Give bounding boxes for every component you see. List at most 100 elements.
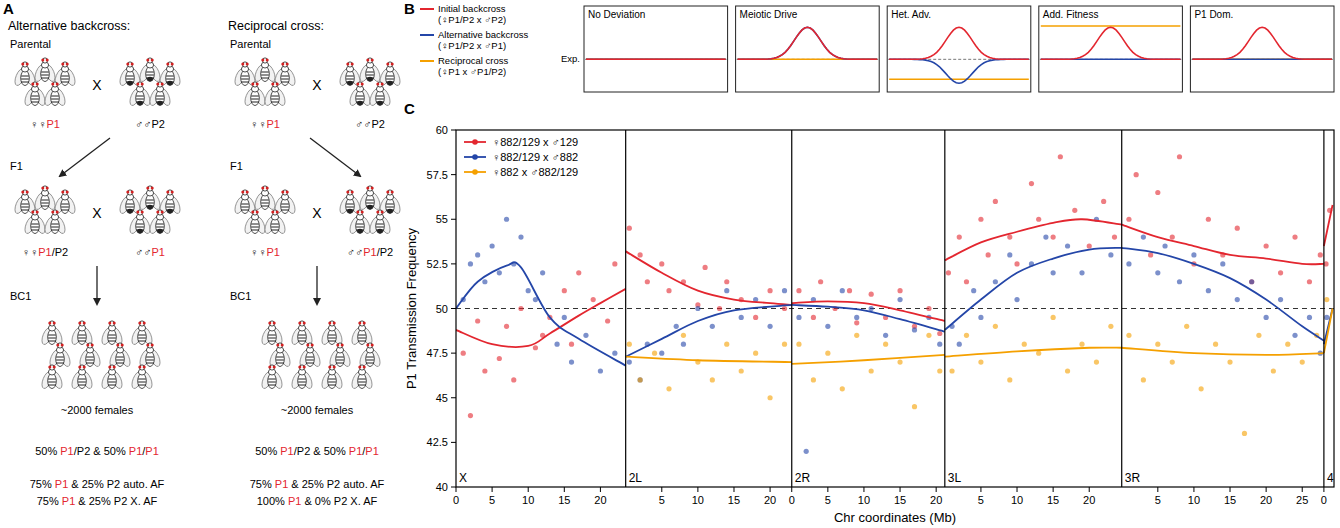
data-point	[1155, 342, 1160, 347]
stripe	[126, 79, 134, 80]
abdomen	[56, 352, 65, 367]
data-point	[504, 217, 509, 222]
fly-icon	[118, 62, 142, 87]
fly-icon	[260, 365, 284, 390]
abdomen	[251, 91, 260, 106]
schematic-curve	[1041, 27, 1181, 59]
stripe	[358, 379, 366, 380]
data-point	[869, 306, 874, 311]
stripe	[358, 335, 366, 336]
x-tick-label: 20	[1083, 494, 1095, 506]
arm-separator	[1121, 130, 1122, 487]
stripe	[251, 99, 259, 100]
stripe	[271, 99, 279, 100]
stripe	[386, 207, 394, 208]
abdomen	[48, 330, 57, 345]
box-title: No Deviation	[588, 9, 645, 20]
stripe	[126, 207, 134, 208]
data-point	[638, 377, 643, 382]
summary-text: 50% P1/P2 & 50% P1/P1	[255, 445, 379, 457]
stripe	[336, 357, 344, 358]
data-point	[1079, 270, 1084, 275]
y-tick-label: 42.5	[427, 436, 448, 448]
data-point	[1014, 297, 1019, 302]
eye	[246, 63, 249, 66]
stripe	[306, 360, 314, 361]
schematic-curve	[586, 58, 726, 60]
eye	[328, 366, 331, 369]
data-point	[638, 377, 643, 382]
arrow	[316, 266, 317, 304]
eye	[246, 191, 249, 194]
abdomen	[31, 91, 40, 106]
cross-symbol: X	[312, 77, 322, 93]
stripe	[271, 230, 279, 231]
stripe	[116, 357, 124, 358]
fly-icon	[130, 321, 154, 346]
data-point	[912, 327, 917, 332]
data-point	[569, 342, 574, 347]
data-point	[912, 404, 917, 409]
eye	[156, 83, 159, 86]
data-point	[1126, 261, 1131, 266]
stripe	[261, 200, 269, 201]
stripe	[271, 102, 279, 103]
data-point	[1177, 279, 1182, 284]
eye	[48, 322, 51, 325]
eye	[311, 344, 314, 347]
abdomen-tip	[157, 229, 163, 233]
stripe	[241, 79, 249, 80]
data-point	[468, 413, 473, 418]
stripe	[21, 82, 29, 83]
x-tick-label: 25	[1296, 494, 1308, 506]
fly-icon	[298, 343, 322, 368]
eye	[306, 344, 309, 347]
legend-marker	[472, 169, 478, 175]
fit-line	[456, 262, 626, 365]
text-part: ♂♂	[135, 246, 152, 258]
x-tick-label: 5	[1155, 494, 1161, 506]
data-point	[767, 395, 772, 400]
data-point	[782, 342, 787, 347]
stripe	[41, 78, 49, 79]
data-point	[978, 315, 983, 320]
data-point	[1177, 154, 1182, 159]
data-point	[897, 288, 902, 293]
data-point	[978, 217, 983, 222]
eye	[286, 191, 289, 194]
data-point	[825, 324, 830, 329]
x-tick-label: 5	[489, 494, 495, 506]
eye	[78, 366, 81, 369]
eye	[53, 366, 56, 369]
data-point	[1134, 172, 1139, 177]
eye	[86, 344, 89, 347]
eye	[363, 322, 366, 325]
text-part: 75%	[250, 478, 275, 490]
y-tick	[451, 263, 456, 264]
x-tick	[661, 487, 662, 492]
data-point	[767, 288, 772, 293]
abdomen	[271, 219, 280, 234]
arrow	[310, 138, 360, 176]
text-part: ♀♀	[22, 246, 39, 258]
y-tick	[451, 442, 456, 443]
arrow	[96, 266, 97, 304]
schematic-box: P1 Dom.	[1190, 6, 1334, 92]
data-point	[854, 315, 859, 320]
data-point	[1043, 235, 1048, 240]
x-tick	[1157, 487, 1158, 492]
stripe	[346, 207, 354, 208]
stripe	[138, 379, 146, 380]
stripe	[136, 99, 144, 100]
fly-icon	[40, 321, 64, 346]
stripe	[166, 76, 174, 77]
x-tick-label: 15	[728, 494, 740, 506]
fly-icon	[358, 186, 382, 211]
stripe	[366, 357, 374, 358]
stripe	[281, 210, 289, 211]
x-tick-label: 5	[659, 494, 665, 506]
data-point	[1213, 342, 1218, 347]
stripe	[51, 227, 59, 228]
abdomen-tip	[367, 205, 373, 209]
series-points	[461, 154, 1333, 418]
